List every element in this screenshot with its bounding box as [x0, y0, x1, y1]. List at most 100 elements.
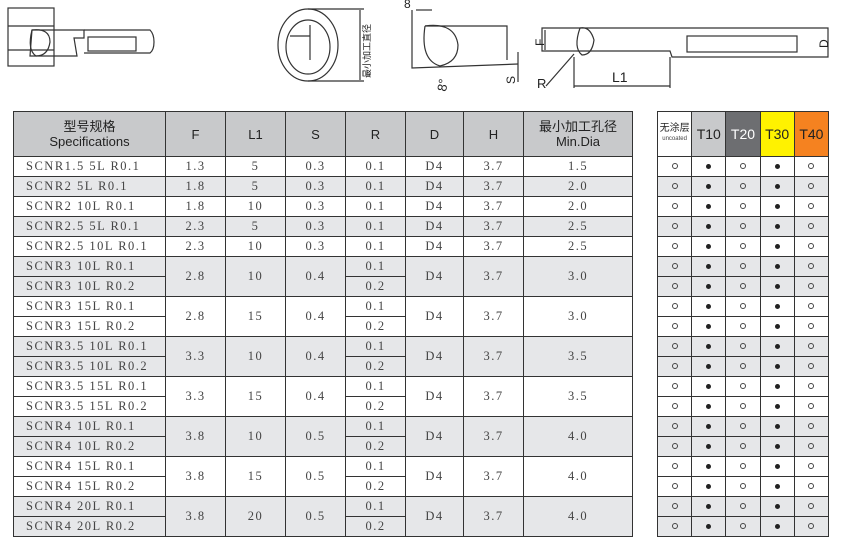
- l1-cell: 10: [225, 236, 286, 257]
- coating-cell: [793, 316, 830, 337]
- coating-cell: [725, 256, 761, 277]
- s-cell: 0.5: [285, 416, 346, 457]
- d-label: D: [817, 39, 830, 48]
- open-circle-icon: [808, 383, 815, 389]
- open-circle-icon: [739, 243, 746, 249]
- filled-dot-icon: [706, 324, 712, 329]
- open-circle-icon: [808, 363, 815, 369]
- filled-dot-icon: [706, 424, 712, 429]
- r-cell: 0.1: [345, 236, 406, 257]
- d-cell: D4: [405, 156, 464, 177]
- tool-side-view-drawing: [7, 7, 155, 67]
- coating-cell: [691, 236, 727, 257]
- coating-cell: [793, 496, 830, 517]
- d-cell: D4: [405, 256, 464, 297]
- spec-cell: SCNR2 10L R0.1: [13, 196, 166, 217]
- coating-cell: [656, 456, 693, 477]
- open-circle-icon: [808, 503, 815, 509]
- open-circle-icon: [808, 483, 815, 489]
- coating-cell: [759, 436, 795, 457]
- h-cell: 3.7: [463, 236, 524, 257]
- h-cell: 3.7: [463, 456, 524, 497]
- filled-dot-icon: [774, 324, 780, 329]
- open-circle-icon: [808, 523, 815, 529]
- r-cell: 0.2: [345, 316, 406, 337]
- table-row: SCNR3.5 10L R0.1 3.3 10 0.4 0.1 D4 3.7 3.5: [13, 336, 633, 377]
- open-circle-icon: [671, 403, 678, 409]
- d-cell: D4: [405, 456, 464, 497]
- open-circle-icon: [671, 463, 678, 469]
- filled-dot-icon: [774, 384, 780, 389]
- table-row: SCNR4 10L R0.1 3.8 10 0.5 0.1 D4 3.7 4.0: [13, 416, 633, 457]
- open-circle-icon: [739, 403, 746, 409]
- header-d: D: [405, 111, 464, 157]
- coating-header-t30: T30: [759, 111, 795, 157]
- header-l1: L1: [225, 111, 286, 157]
- filled-dot-icon: [706, 524, 712, 529]
- tool-dimension-drawing: F D R L1: [533, 27, 830, 91]
- spec-cell: SCNR3.5 10L R0.1: [13, 336, 166, 357]
- coating-row: [656, 236, 830, 257]
- coating-cell: [691, 296, 727, 317]
- l1-cell: 10: [225, 336, 286, 377]
- r-cell: 0.1: [345, 336, 406, 357]
- spec-cell: SCNR4 20L R0.2: [13, 516, 166, 537]
- coating-cell: [725, 396, 761, 417]
- filled-dot-icon: [774, 224, 780, 229]
- r-cell: 0.2: [345, 476, 406, 497]
- coating-cell: [793, 476, 830, 497]
- f-cell: 1.3: [165, 156, 226, 177]
- coating-cell: [725, 496, 761, 517]
- coating-cell: [759, 216, 795, 237]
- open-circle-icon: [671, 503, 678, 509]
- coating-cell: [759, 376, 795, 397]
- min-dia-cell: 4.0: [523, 416, 633, 457]
- h-cell: 3.7: [463, 256, 524, 297]
- table-row: SCNR3 15L R0.1 2.8 15 0.4 0.1 D4 3.7 3.0: [13, 296, 633, 337]
- coating-cell: [656, 356, 693, 377]
- h-cell: 3.7: [463, 496, 524, 537]
- coating-cell: [656, 516, 693, 537]
- min-dia-label: 最小加工直径: [361, 24, 372, 78]
- open-circle-icon: [808, 423, 815, 429]
- r-cell: 0.1: [345, 496, 406, 517]
- open-circle-icon: [739, 443, 746, 449]
- table-row: SCNR3 15L R0.2 0.2: [13, 316, 633, 337]
- coating-label: 无涂层: [659, 123, 690, 134]
- min-dia-cell: 2.0: [523, 196, 633, 217]
- coating-cell: [759, 176, 795, 197]
- coating-cell: [725, 476, 761, 497]
- filled-dot-icon: [706, 344, 712, 349]
- open-circle-icon: [671, 483, 678, 489]
- specifications-table: 型号规格 Specifications F L1 S R D H 最小加工孔径 Mi…: [13, 111, 633, 537]
- coating-cell: [656, 316, 693, 337]
- l1-cell: 15: [225, 376, 286, 417]
- coating-cell: [656, 276, 693, 297]
- f-cell: 1.8: [165, 176, 226, 197]
- h-cell: 3.7: [463, 336, 524, 377]
- coating-row: [656, 196, 830, 217]
- f-cell: 3.8: [165, 456, 226, 497]
- coating-cell: [759, 196, 795, 217]
- spec-cell: SCNR3 15L R0.1: [13, 296, 166, 317]
- filled-dot-icon: [774, 424, 780, 429]
- spec-cell: SCNR3.5 15L R0.1: [13, 376, 166, 397]
- coating-row: [656, 176, 830, 197]
- coating-cell: [725, 316, 761, 337]
- coating-cell: [793, 396, 830, 417]
- filled-dot-icon: [706, 184, 712, 189]
- coating-sublabel: uncoated: [662, 136, 687, 142]
- coating-cell: [793, 296, 830, 317]
- s-cell: 0.3: [285, 156, 346, 177]
- angle-label: 8°: [434, 78, 451, 93]
- coating-cell: [691, 316, 727, 337]
- coating-row: [656, 376, 830, 397]
- coating-cell: [656, 296, 693, 317]
- coating-cell: [656, 156, 693, 177]
- r-cell: 0.1: [345, 416, 406, 437]
- coating-header-t40: T40: [793, 111, 830, 157]
- d-cell: D4: [405, 376, 464, 417]
- open-circle-icon: [671, 443, 678, 449]
- coating-row: [656, 336, 830, 357]
- open-circle-icon: [671, 183, 678, 189]
